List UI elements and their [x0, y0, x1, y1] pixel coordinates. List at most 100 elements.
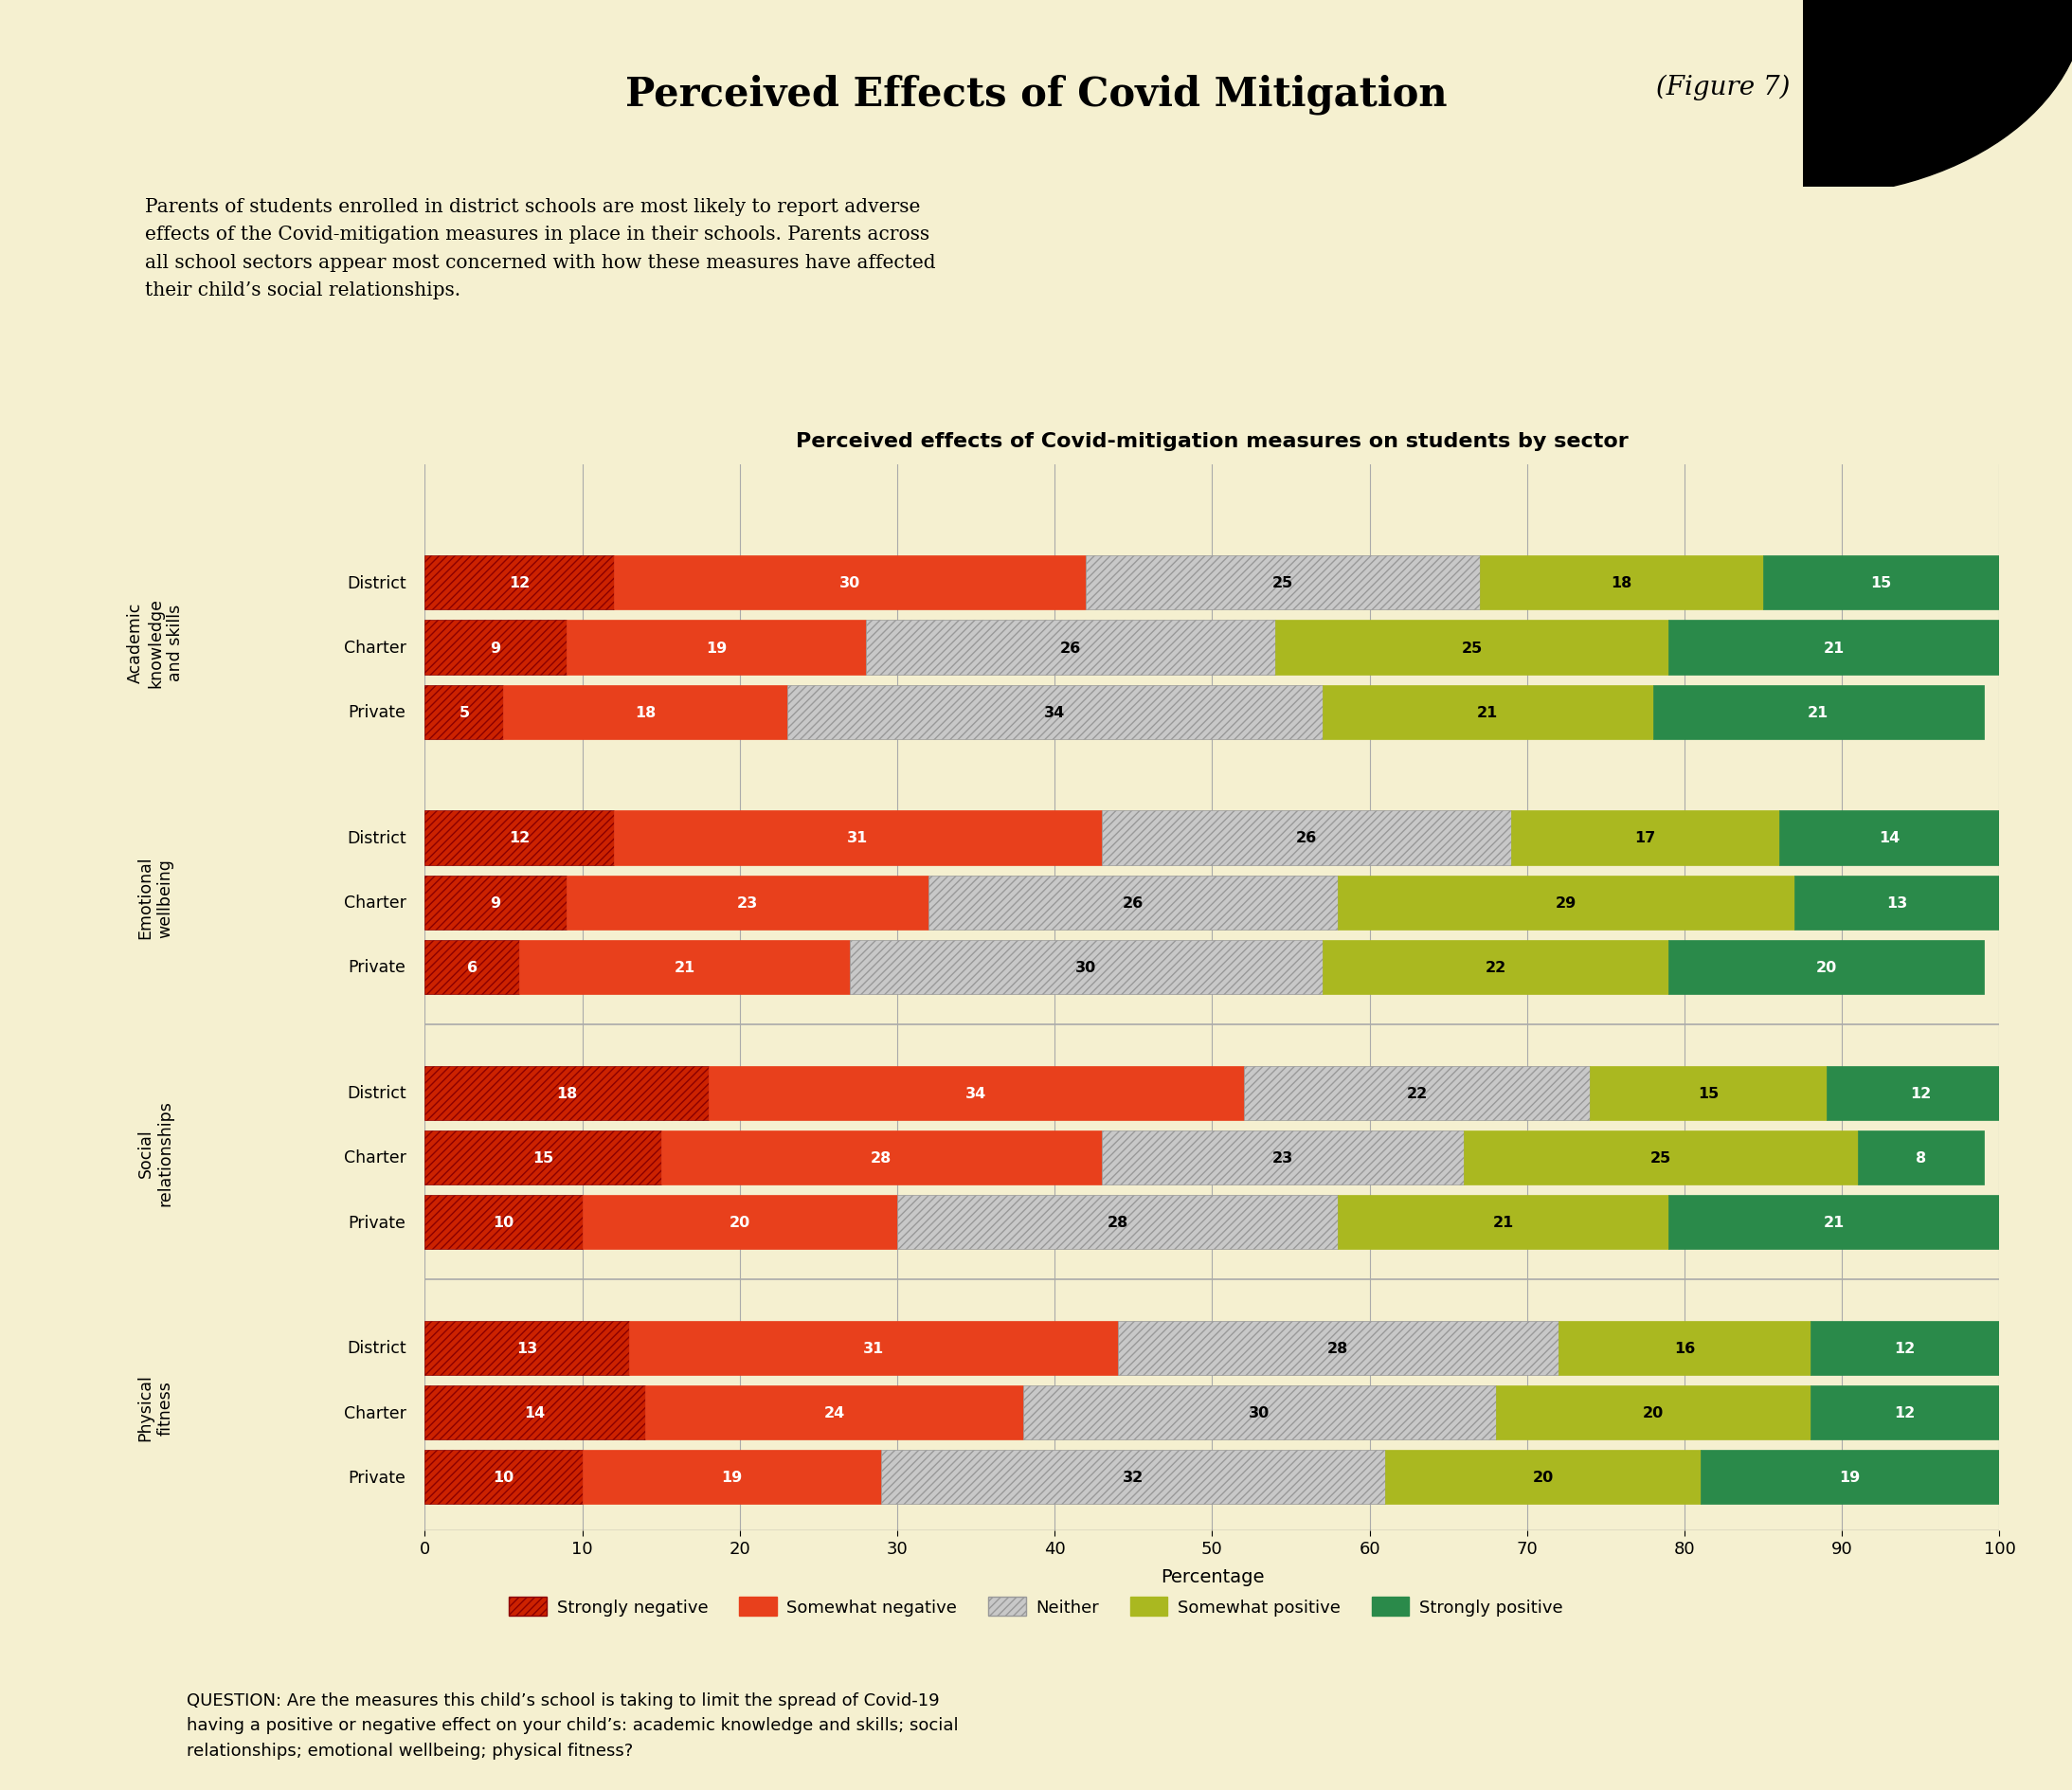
Text: 17: 17 [1635, 831, 1656, 845]
Bar [1825, 1067, 2016, 1121]
Bar [566, 621, 866, 675]
Text: (Figure 7): (Figure 7) [1647, 73, 1790, 100]
Bar [1322, 940, 1668, 995]
Text: Private: Private [348, 959, 406, 976]
X-axis label: Percentage: Percentage [1160, 1568, 1264, 1586]
Text: 8: 8 [1915, 1151, 1927, 1165]
Bar [881, 1450, 1386, 1504]
Bar [425, 1450, 582, 1504]
Text: Emotional
wellbeing: Emotional wellbeing [137, 856, 174, 940]
Text: 20: 20 [1533, 1470, 1554, 1484]
Bar [425, 1321, 630, 1375]
Text: 21: 21 [1477, 705, 1498, 720]
Text: 21: 21 [1823, 641, 1844, 655]
Text: Academic
knowledge
and skills: Academic knowledge and skills [126, 598, 184, 687]
Text: 15: 15 [1697, 1087, 1718, 1101]
Text: 30: 30 [1249, 1405, 1270, 1419]
Text: 28: 28 [1106, 1215, 1127, 1230]
Bar [897, 1196, 1339, 1249]
Bar [1668, 940, 1983, 995]
Text: Private: Private [348, 1468, 406, 1486]
Bar [1274, 621, 1668, 675]
Text: 13: 13 [516, 1341, 537, 1355]
Bar [1794, 875, 1999, 929]
Bar [566, 875, 928, 929]
Text: 12: 12 [1894, 1341, 1915, 1355]
Bar [503, 686, 787, 739]
Text: 12: 12 [1910, 1087, 1931, 1101]
Text: District: District [346, 1085, 406, 1101]
Bar [613, 811, 1102, 865]
Text: 12: 12 [1894, 1405, 1915, 1419]
Bar [425, 621, 566, 675]
Bar [425, 1385, 644, 1439]
Text: 26: 26 [1061, 641, 1082, 655]
Bar [1086, 557, 1479, 610]
Text: 18: 18 [555, 1087, 576, 1101]
Bar [1668, 1196, 1999, 1249]
Bar [425, 686, 503, 739]
Bar [425, 557, 613, 610]
Text: 6: 6 [466, 959, 477, 974]
Bar [1024, 1385, 1496, 1439]
Text: 14: 14 [1879, 831, 1900, 845]
Text: District: District [346, 829, 406, 847]
Text: 30: 30 [1075, 959, 1096, 974]
Bar [425, 875, 566, 929]
Text: 30: 30 [839, 576, 860, 591]
Text: 18: 18 [634, 705, 655, 720]
Text: 34: 34 [966, 1087, 986, 1101]
Text: 15: 15 [533, 1151, 553, 1165]
Text: 13: 13 [1888, 895, 1908, 909]
Text: 25: 25 [1651, 1151, 1672, 1165]
Text: 21: 21 [1494, 1215, 1515, 1230]
Bar [582, 1450, 881, 1504]
Bar [1859, 1131, 1983, 1185]
Text: 26: 26 [1297, 831, 1318, 845]
Bar [425, 1067, 709, 1121]
Bar [425, 940, 520, 995]
Bar [630, 1321, 1117, 1375]
Text: Charter: Charter [344, 895, 406, 911]
Bar [928, 875, 1339, 929]
Text: 10: 10 [493, 1215, 514, 1230]
Text: 25: 25 [1461, 641, 1481, 655]
Text: District: District [346, 575, 406, 592]
Bar [1339, 1196, 1668, 1249]
Text: 20: 20 [1643, 1405, 1664, 1419]
Wedge shape [1803, 0, 2072, 197]
Text: 21: 21 [1823, 1215, 1844, 1230]
Text: Physical
fitness: Physical fitness [137, 1373, 174, 1441]
Bar [1811, 1385, 1999, 1439]
Text: Parents of students enrolled in district schools are most likely to report adver: Parents of students enrolled in district… [145, 197, 937, 299]
Text: 19: 19 [707, 641, 727, 655]
Bar [787, 686, 1322, 739]
Text: 23: 23 [738, 895, 758, 909]
Bar [1102, 1131, 1465, 1185]
Text: 23: 23 [1272, 1151, 1293, 1165]
Bar [1339, 875, 1794, 929]
Text: 12: 12 [510, 831, 530, 845]
Text: Perceived Effects of Covid Mitigation: Perceived Effects of Covid Mitigation [626, 73, 1446, 115]
Text: 12: 12 [510, 576, 530, 591]
Bar [1780, 811, 1999, 865]
Text: 19: 19 [721, 1470, 742, 1484]
Text: 14: 14 [524, 1405, 545, 1419]
Text: 22: 22 [1407, 1087, 1428, 1101]
Text: 25: 25 [1272, 576, 1293, 591]
Bar [1763, 557, 1999, 610]
Text: 18: 18 [1612, 576, 1633, 591]
Bar [644, 1385, 1024, 1439]
Text: 29: 29 [1556, 895, 1577, 909]
Text: 10: 10 [493, 1470, 514, 1484]
Text: 20: 20 [729, 1215, 750, 1230]
Text: 20: 20 [1815, 959, 1836, 974]
Text: Charter: Charter [344, 1149, 406, 1167]
Bar [425, 1131, 661, 1185]
Text: 28: 28 [1328, 1341, 1349, 1355]
Text: 21: 21 [1809, 705, 1830, 720]
Bar [1701, 1450, 1999, 1504]
Bar [709, 1067, 1243, 1121]
Bar [582, 1196, 897, 1249]
Text: 31: 31 [864, 1341, 885, 1355]
